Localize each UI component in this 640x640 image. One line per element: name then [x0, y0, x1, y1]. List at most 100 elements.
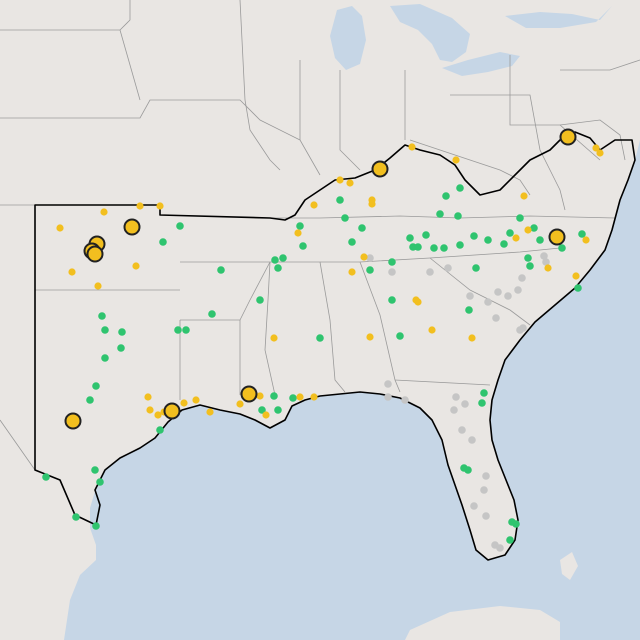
green-marker[interactable]	[176, 222, 184, 230]
green-marker[interactable]	[348, 238, 356, 246]
gold-marker[interactable]	[256, 392, 264, 400]
green-marker[interactable]	[270, 392, 278, 400]
gray-marker[interactable]	[450, 406, 458, 414]
large-gold-marker[interactable]	[163, 402, 181, 420]
green-marker[interactable]	[101, 354, 109, 362]
gold-marker[interactable]	[206, 408, 214, 416]
gold-marker[interactable]	[192, 396, 200, 404]
gray-marker[interactable]	[518, 274, 526, 282]
green-marker[interactable]	[480, 389, 488, 397]
gold-marker[interactable]	[144, 393, 152, 401]
green-marker[interactable]	[388, 258, 396, 266]
gray-marker[interactable]	[426, 268, 434, 276]
gold-marker[interactable]	[68, 268, 76, 276]
gold-marker[interactable]	[468, 334, 476, 342]
gold-marker[interactable]	[100, 208, 108, 216]
large-gold-marker[interactable]	[559, 128, 577, 146]
large-gold-marker[interactable]	[86, 245, 104, 263]
gold-marker[interactable]	[132, 262, 140, 270]
green-marker[interactable]	[92, 382, 100, 390]
gold-marker[interactable]	[154, 411, 162, 419]
green-marker[interactable]	[578, 230, 586, 238]
gold-marker[interactable]	[452, 156, 460, 164]
large-gold-marker[interactable]	[123, 218, 141, 236]
green-marker[interactable]	[279, 254, 287, 262]
green-marker[interactable]	[271, 256, 279, 264]
green-marker[interactable]	[440, 244, 448, 252]
green-marker[interactable]	[174, 326, 182, 334]
gray-marker[interactable]	[514, 286, 522, 294]
gold-marker[interactable]	[414, 298, 422, 306]
gold-marker[interactable]	[262, 411, 270, 419]
gold-marker[interactable]	[366, 333, 374, 341]
green-marker[interactable]	[574, 284, 582, 292]
gray-marker[interactable]	[452, 393, 460, 401]
gray-marker[interactable]	[444, 264, 452, 272]
green-marker[interactable]	[465, 306, 473, 314]
green-marker[interactable]	[536, 236, 544, 244]
gray-marker[interactable]	[470, 502, 478, 510]
gray-marker[interactable]	[480, 486, 488, 494]
gold-marker[interactable]	[544, 264, 552, 272]
green-marker[interactable]	[299, 242, 307, 250]
green-marker[interactable]	[524, 254, 532, 262]
gray-marker[interactable]	[384, 393, 392, 401]
large-gold-marker[interactable]	[548, 228, 566, 246]
large-gold-marker[interactable]	[64, 412, 82, 430]
gold-marker[interactable]	[348, 268, 356, 276]
green-marker[interactable]	[464, 466, 472, 474]
gold-marker[interactable]	[346, 179, 354, 187]
green-marker[interactable]	[182, 326, 190, 334]
gold-marker[interactable]	[146, 406, 154, 414]
gold-marker[interactable]	[94, 282, 102, 290]
gray-marker[interactable]	[458, 426, 466, 434]
gold-marker[interactable]	[524, 226, 532, 234]
green-marker[interactable]	[422, 231, 430, 239]
green-marker[interactable]	[256, 296, 264, 304]
green-marker[interactable]	[92, 522, 100, 530]
gray-marker[interactable]	[384, 380, 392, 388]
green-marker[interactable]	[506, 229, 514, 237]
gold-marker[interactable]	[136, 202, 144, 210]
gold-marker[interactable]	[520, 192, 528, 200]
green-marker[interactable]	[289, 394, 297, 402]
green-marker[interactable]	[512, 520, 520, 528]
green-marker[interactable]	[530, 224, 538, 232]
gold-marker[interactable]	[236, 400, 244, 408]
large-gold-marker[interactable]	[371, 160, 389, 178]
gray-marker[interactable]	[504, 292, 512, 300]
large-gold-marker[interactable]	[240, 385, 258, 403]
gold-marker[interactable]	[428, 326, 436, 334]
gray-marker[interactable]	[516, 326, 524, 334]
gold-marker[interactable]	[336, 176, 344, 184]
green-marker[interactable]	[414, 243, 422, 251]
gold-marker[interactable]	[294, 229, 302, 237]
gold-marker[interactable]	[56, 224, 64, 232]
green-marker[interactable]	[274, 406, 282, 414]
green-marker[interactable]	[430, 244, 438, 252]
gray-marker[interactable]	[366, 254, 374, 262]
green-marker[interactable]	[156, 426, 164, 434]
green-marker[interactable]	[117, 344, 125, 352]
green-marker[interactable]	[358, 224, 366, 232]
gold-marker[interactable]	[310, 393, 318, 401]
green-marker[interactable]	[159, 238, 167, 246]
gray-marker[interactable]	[484, 298, 492, 306]
green-marker[interactable]	[296, 222, 304, 230]
green-marker[interactable]	[274, 264, 282, 272]
gray-marker[interactable]	[542, 258, 550, 266]
green-marker[interactable]	[454, 212, 462, 220]
green-marker[interactable]	[258, 406, 266, 414]
green-marker[interactable]	[98, 312, 106, 320]
green-marker[interactable]	[101, 326, 109, 334]
green-marker[interactable]	[470, 232, 478, 240]
green-marker[interactable]	[96, 478, 104, 486]
green-marker[interactable]	[456, 184, 464, 192]
green-marker[interactable]	[442, 192, 450, 200]
green-marker[interactable]	[388, 296, 396, 304]
gold-marker[interactable]	[512, 234, 520, 242]
gray-marker[interactable]	[466, 292, 474, 300]
gold-marker[interactable]	[596, 149, 604, 157]
green-marker[interactable]	[366, 266, 374, 274]
